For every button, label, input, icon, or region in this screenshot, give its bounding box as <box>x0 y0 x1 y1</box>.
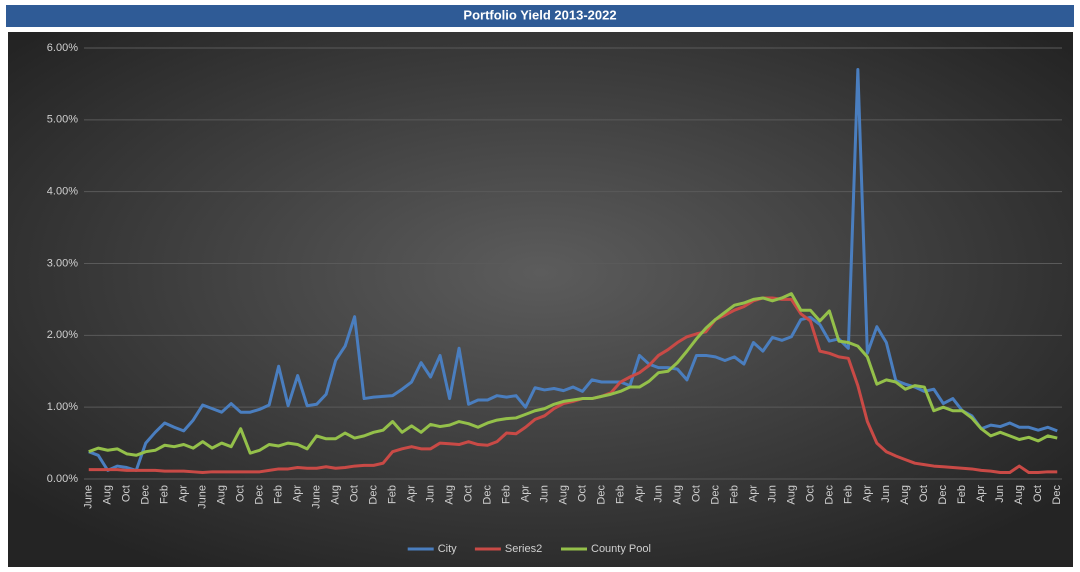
x-tick-label: Apr <box>519 485 531 502</box>
x-tick-label: Jun <box>424 485 436 503</box>
x-tick-label: Dec <box>254 485 266 505</box>
legend-label: Series2 <box>505 543 542 555</box>
x-tick-label: Apr <box>861 485 873 502</box>
legend-label: County Pool <box>591 543 651 555</box>
x-tick-label: Dec <box>823 485 835 505</box>
plot-background <box>8 32 1073 567</box>
x-tick-label: Feb <box>956 485 968 504</box>
y-tick-label: 1.00% <box>47 401 78 413</box>
x-tick-label: Oct <box>690 485 702 502</box>
x-tick-label: Oct <box>918 485 930 502</box>
x-tick-label: Feb <box>159 485 171 504</box>
x-tick-label: June <box>83 485 95 509</box>
x-tick-label: Jun <box>994 485 1006 503</box>
x-tick-label: Oct <box>1032 485 1044 502</box>
x-tick-label: Apr <box>633 485 645 502</box>
y-tick-label: 6.00% <box>47 42 78 54</box>
x-tick-label: June <box>197 485 209 509</box>
x-tick-label: Oct <box>576 485 588 502</box>
x-tick-label: Dec <box>140 485 152 505</box>
x-tick-label: Aug <box>899 485 911 505</box>
x-tick-label: Feb <box>500 485 512 504</box>
x-tick-label: Oct <box>235 485 247 502</box>
x-tick-label: Oct <box>121 485 133 502</box>
x-tick-label: Apr <box>747 485 759 502</box>
x-tick-label: Aug <box>443 485 455 505</box>
x-tick-label: Oct <box>349 485 361 502</box>
y-tick-label: 2.00% <box>47 329 78 341</box>
x-tick-label: Jun <box>880 485 892 503</box>
title-bar <box>6 5 1074 27</box>
x-tick-label: June <box>311 485 323 509</box>
x-tick-label: Dec <box>368 485 380 505</box>
x-tick-label: Oct <box>462 485 474 502</box>
y-tick-label: 0.00% <box>47 473 78 485</box>
x-tick-label: Aug <box>216 485 228 505</box>
x-tick-label: Aug <box>671 485 683 505</box>
x-tick-label: Feb <box>273 485 285 504</box>
x-tick-label: Dec <box>595 485 607 505</box>
x-tick-label: Feb <box>386 485 398 504</box>
x-tick-label: Dec <box>709 485 721 505</box>
x-tick-label: Dec <box>1051 485 1063 505</box>
x-tick-label: Feb <box>842 485 854 504</box>
x-tick-label: Apr <box>975 485 987 502</box>
x-tick-label: Aug <box>785 485 797 505</box>
series-line <box>88 292 1058 457</box>
x-tick-label: Dec <box>937 485 949 505</box>
x-tick-label: Apr <box>178 485 190 502</box>
x-tick-label: Oct <box>804 485 816 502</box>
x-tick-label: Apr <box>292 485 304 502</box>
x-tick-label: Aug <box>1013 485 1025 505</box>
chart-title: Portfolio Yield 2013-2022 <box>463 7 616 22</box>
x-tick-label: Jun <box>766 485 778 503</box>
y-tick-label: 5.00% <box>47 114 78 126</box>
x-tick-label: Dec <box>481 485 493 505</box>
x-tick-label: Aug <box>557 485 569 505</box>
y-tick-label: 3.00% <box>47 257 78 269</box>
x-tick-label: Jun <box>538 485 550 503</box>
x-tick-label: Apr <box>405 485 417 502</box>
x-tick-label: Aug <box>330 485 342 505</box>
x-tick-label: Feb <box>614 485 626 504</box>
x-tick-label: Jun <box>652 485 664 503</box>
x-tick-label: Feb <box>728 485 740 504</box>
y-tick-label: 4.00% <box>47 186 78 198</box>
x-tick-label: Aug <box>102 485 114 505</box>
legend-label: City <box>438 543 457 555</box>
